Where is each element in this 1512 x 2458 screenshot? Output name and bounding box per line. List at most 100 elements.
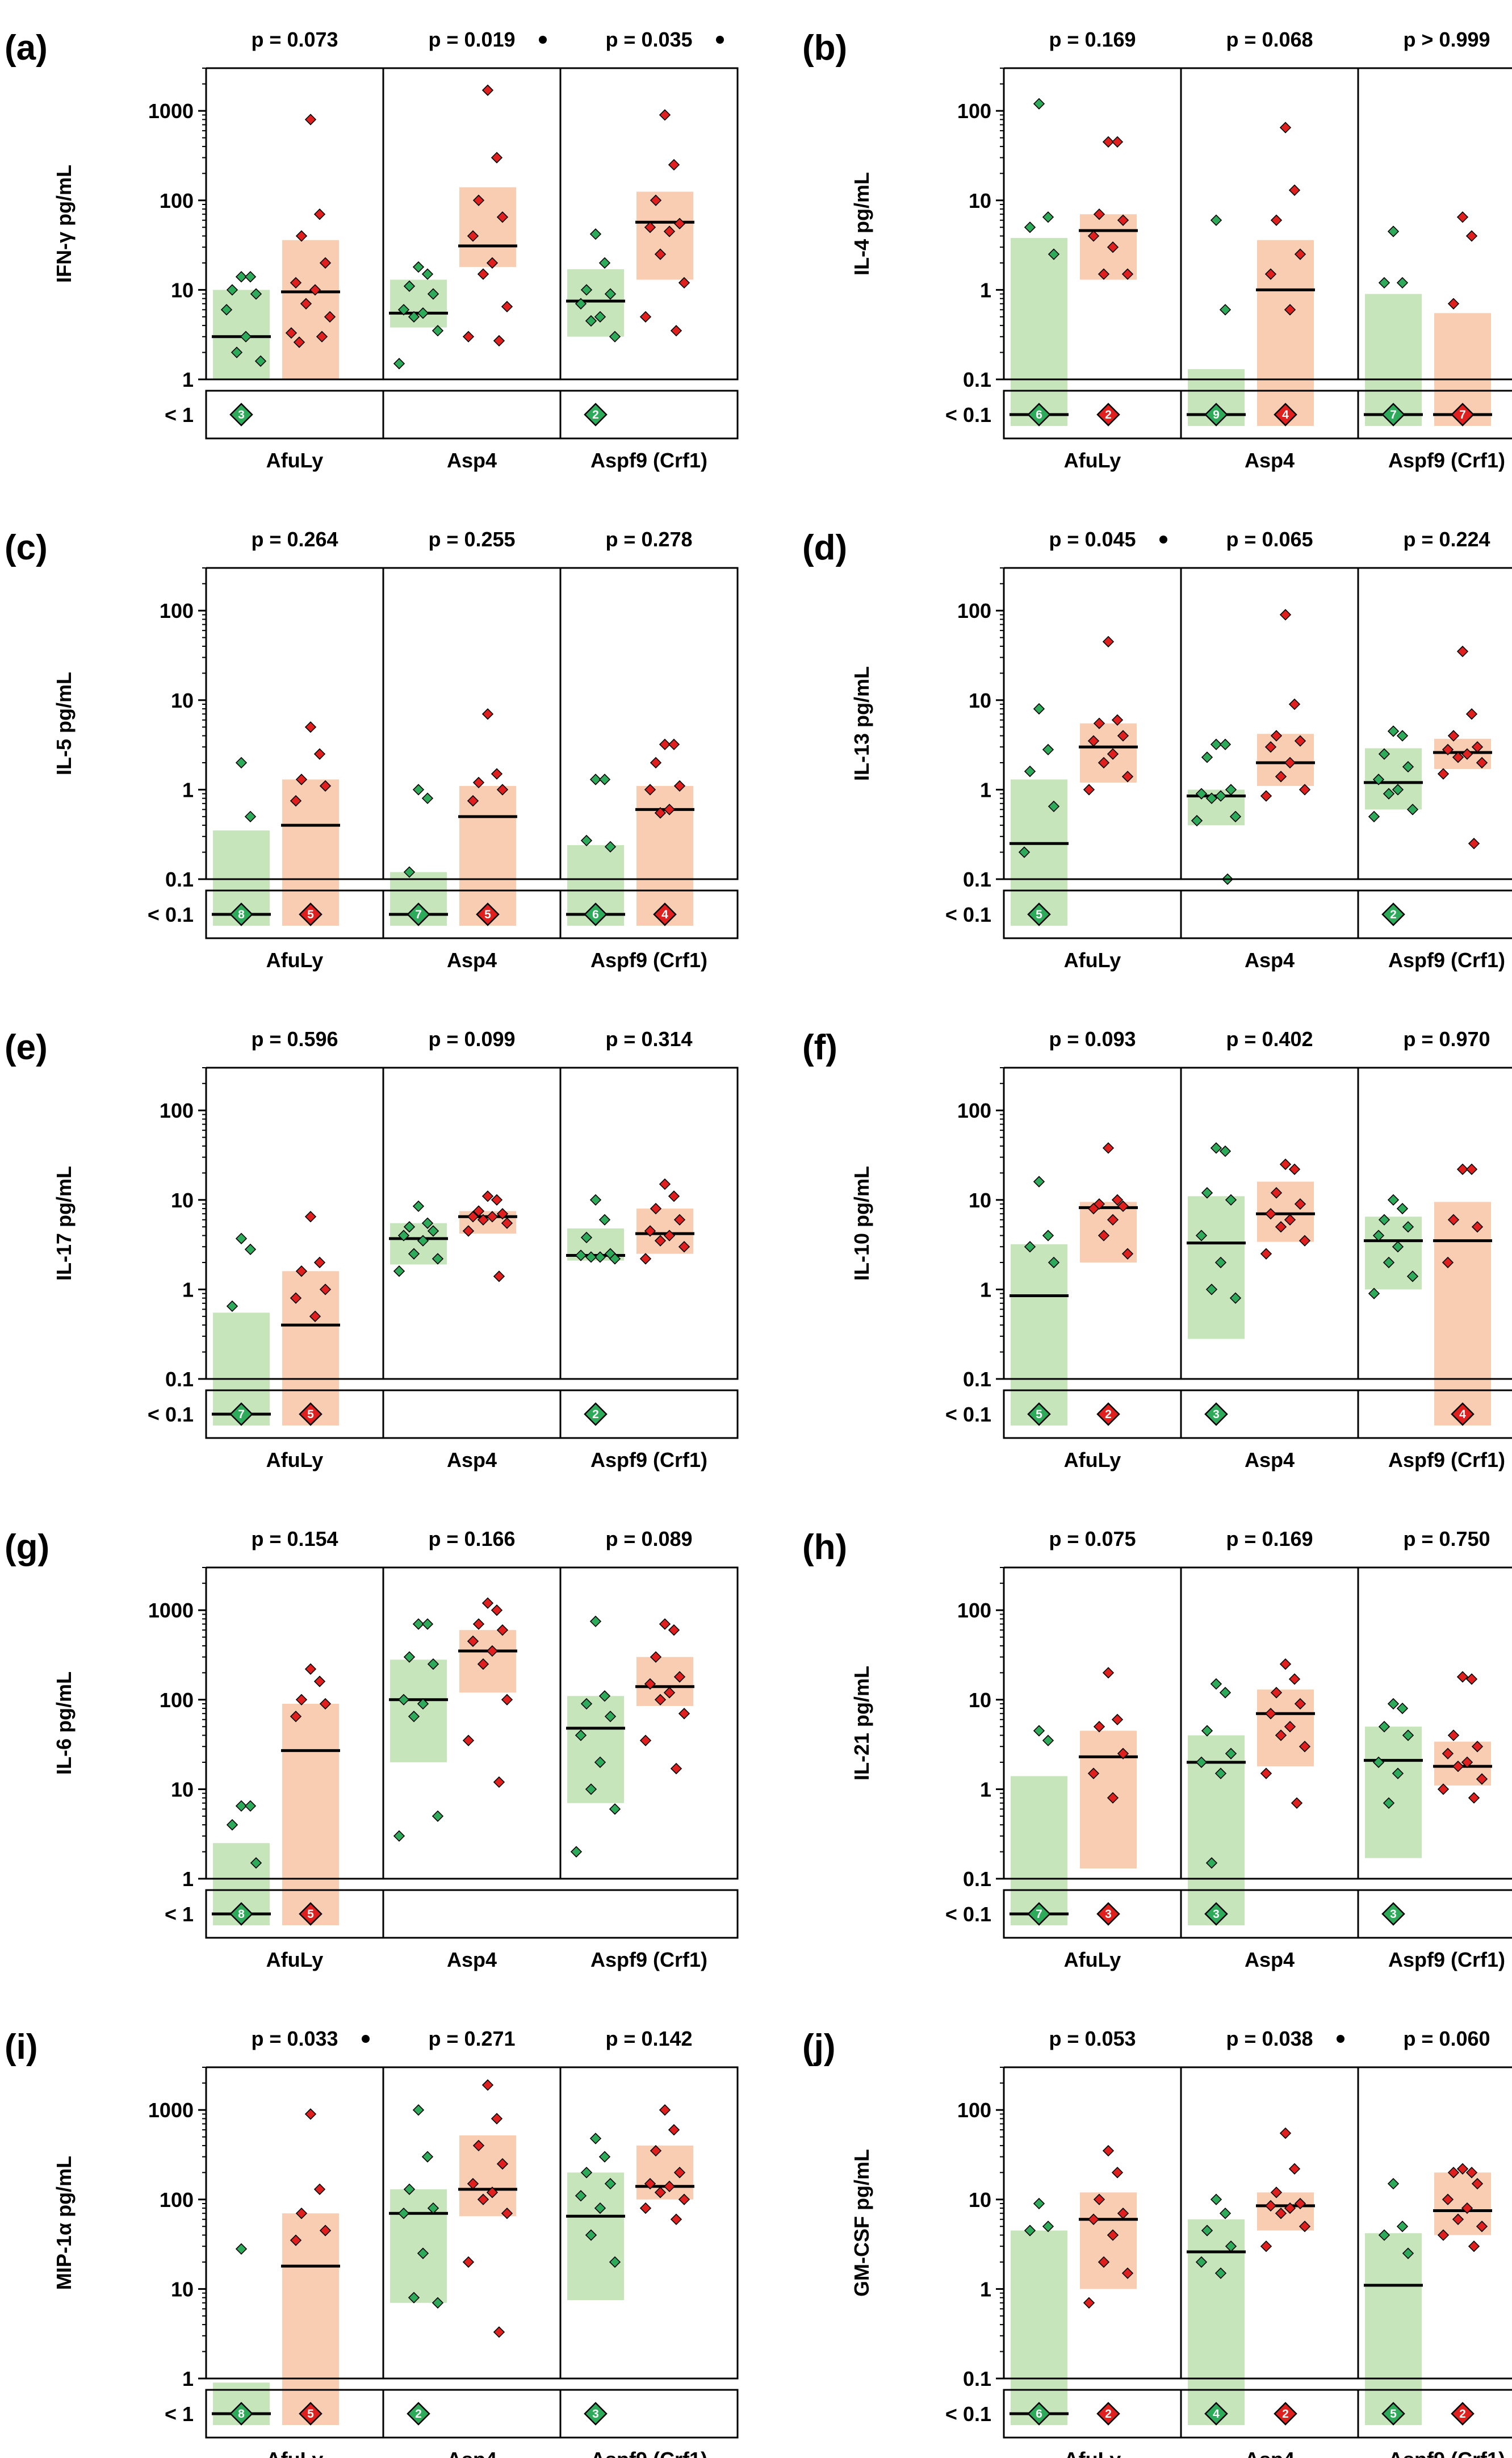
data-point	[1107, 1792, 1119, 1804]
data-point	[604, 1711, 617, 1723]
data-point	[319, 780, 332, 792]
y-tick-label: 0.1	[963, 1867, 991, 1891]
data-point	[1437, 768, 1450, 780]
data-point	[1087, 735, 1100, 747]
data-point	[293, 336, 305, 348]
lod-tick-label: < 1	[165, 1903, 194, 1926]
lod-count-marker	[299, 2402, 322, 2426]
data-point	[1087, 1767, 1100, 1779]
significance-dot	[1159, 536, 1167, 544]
significance-dot	[362, 2035, 370, 2043]
lod-count-marker	[1096, 1902, 1120, 1926]
data-point	[609, 2256, 621, 2268]
data-point	[650, 2145, 662, 2157]
data-point	[1107, 1214, 1119, 1226]
y-axis-label: IL-13 pg/mL	[850, 666, 873, 781]
range-box	[282, 779, 339, 926]
data-point	[1465, 230, 1478, 242]
panel-letter: (j)	[802, 2028, 836, 2067]
data-point	[481, 1190, 494, 1202]
category-label: Aspf9 (Crf1)	[590, 449, 707, 472]
data-point	[491, 768, 503, 780]
data-point	[673, 1671, 686, 1683]
data-point	[1225, 1194, 1237, 1206]
data-point	[319, 2225, 332, 2237]
data-point	[1378, 1721, 1390, 1733]
data-point	[1111, 136, 1124, 148]
plot-frame	[1004, 1566, 1512, 1880]
data-point	[477, 1214, 489, 1226]
range-box	[636, 1657, 693, 1706]
data-point	[408, 311, 420, 323]
data-point	[462, 1734, 475, 1746]
data-point	[472, 1618, 485, 1630]
lod-strip-frame	[205, 1889, 739, 1939]
data-point	[421, 1618, 434, 1630]
data-point	[1048, 1256, 1060, 1269]
range-box	[459, 1630, 516, 1693]
range-box	[1188, 1735, 1245, 1925]
data-point	[1210, 1678, 1222, 1690]
lod-count-label: 5	[484, 908, 491, 921]
lod-count-marker	[1027, 1402, 1051, 1426]
range-box	[390, 1659, 447, 1762]
data-point	[594, 311, 606, 323]
panel-letter: (h)	[802, 1528, 847, 1567]
data-point	[1387, 1698, 1400, 1710]
lod-count-marker	[1451, 1402, 1475, 1426]
data-point	[1201, 2225, 1213, 2237]
data-point	[1201, 751, 1213, 763]
data-point	[501, 2208, 513, 2219]
data-point	[1452, 1761, 1464, 1773]
lod-count-marker	[584, 403, 608, 427]
lod-strip-frame	[205, 2389, 739, 2439]
data-point	[1471, 1221, 1484, 1233]
data-point	[1195, 788, 1208, 800]
category-label: AfuLy	[1064, 948, 1121, 972]
data-point	[403, 2183, 416, 2195]
data-point	[673, 2167, 686, 2179]
data-point	[313, 208, 326, 220]
data-point	[1083, 784, 1095, 796]
data-point	[580, 2167, 593, 2179]
data-point	[644, 1225, 656, 1237]
data-point	[1387, 2177, 1400, 2190]
lod-count-label: 7	[238, 1408, 245, 1421]
data-point	[575, 1729, 587, 1741]
data-point	[1299, 1741, 1311, 1753]
data-point	[1452, 2213, 1464, 2225]
data-point	[432, 1253, 444, 1265]
data-point	[654, 248, 667, 260]
lod-count-label: 7	[1036, 1908, 1042, 1921]
data-point	[481, 84, 494, 97]
p-value-label: p = 0.970	[1403, 1027, 1490, 1051]
lod-strip-frame	[205, 889, 739, 939]
lod-count-marker	[229, 2402, 253, 2426]
data-point	[477, 2193, 489, 2205]
lod-count-label: 2	[1390, 908, 1397, 921]
data-point	[1219, 304, 1232, 316]
range-box	[459, 2135, 516, 2217]
lod-count-marker	[1274, 2402, 1297, 2426]
data-point	[1442, 1256, 1454, 1269]
y-tick-label: 1	[980, 2277, 991, 2301]
y-tick-label: 10	[969, 2188, 991, 2212]
data-point	[598, 257, 611, 269]
data-point	[421, 1217, 434, 1229]
y-tick-label: 1	[182, 1278, 194, 1301]
p-value-label: p = 0.402	[1226, 1027, 1313, 1051]
data-point	[1270, 1187, 1283, 1199]
data-point	[1048, 800, 1060, 813]
data-point	[421, 2151, 434, 2163]
data-point	[1270, 1687, 1283, 1699]
data-point	[226, 284, 238, 296]
data-point	[290, 795, 302, 807]
data-point	[486, 2187, 499, 2198]
data-point	[481, 708, 494, 720]
data-point	[1260, 1767, 1272, 1779]
data-point	[462, 331, 475, 342]
data-point	[673, 218, 686, 229]
category-label: Aspf9 (Crf1)	[590, 1948, 707, 1971]
lod-tick-label: < 0.1	[148, 903, 194, 926]
lod-tick-label: < 0.1	[148, 1403, 194, 1426]
